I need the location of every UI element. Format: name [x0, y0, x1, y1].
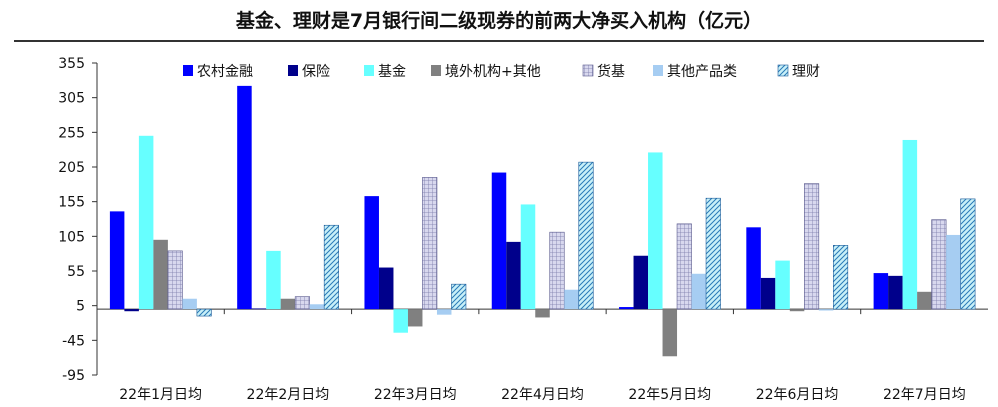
bar	[946, 234, 961, 310]
bar	[294, 296, 310, 310]
legend-label: 理财	[792, 64, 820, 80]
bar	[138, 135, 154, 310]
legend-label: 基金	[378, 63, 406, 80]
legend-label: 农村金融	[197, 64, 253, 80]
legend-label: 其他产品类	[667, 64, 737, 80]
x-tick-label: 22年2月日均	[247, 387, 330, 403]
bar	[407, 309, 423, 327]
title-underline	[14, 40, 984, 42]
x-tick-label: 22年7月日均	[883, 387, 966, 403]
x-tick-label: 22年1月日均	[119, 387, 202, 403]
bar	[436, 309, 452, 315]
bar	[323, 224, 339, 310]
bar	[124, 309, 139, 312]
bar	[251, 308, 267, 310]
bar	[506, 241, 521, 310]
x-tick-label: 22年4月日均	[501, 387, 584, 403]
bar	[888, 275, 903, 310]
axes	[96, 63, 988, 375]
bar	[960, 198, 976, 310]
bar	[549, 231, 565, 310]
bar	[167, 250, 183, 310]
chart-title: 基金、理财是7月银行间二级现券的前两大净买入机构（亿元）	[235, 10, 763, 32]
bar	[633, 255, 649, 310]
bar	[676, 223, 692, 310]
x-tick-label: 22年3月日均	[374, 387, 457, 403]
bar	[578, 161, 594, 310]
bar	[902, 139, 918, 310]
bar	[760, 277, 776, 310]
legend-swatch	[183, 65, 193, 76]
x-labels: 22年1月日均 22年2月日均 22年3月日均 22年4月日均 22年5月日均 22年6月…	[119, 387, 965, 403]
bar	[491, 172, 507, 310]
bar	[705, 197, 721, 310]
legend-swatch	[364, 65, 374, 76]
y-tick-label: 55	[67, 264, 85, 280]
y-tick-label: -45	[62, 333, 85, 349]
bar	[309, 304, 325, 310]
y-tick-label: 155	[58, 195, 85, 211]
bar	[393, 309, 408, 333]
bar	[109, 211, 125, 310]
bar	[833, 245, 849, 310]
bar	[153, 239, 168, 310]
bar	[818, 309, 834, 311]
legend-swatch	[653, 65, 663, 76]
bar	[619, 307, 634, 310]
bar	[535, 309, 550, 318]
bar	[789, 309, 805, 312]
bar	[266, 250, 281, 310]
legend-swatch	[288, 65, 298, 76]
legend-swatch	[582, 64, 594, 77]
bar	[662, 309, 678, 357]
bar	[804, 183, 820, 310]
bar	[451, 283, 467, 310]
y-tick-label: 205	[58, 160, 85, 176]
bar	[378, 267, 394, 310]
y-tick-label: 305	[58, 91, 85, 107]
bar	[280, 298, 296, 310]
y-tick-label: -95	[62, 368, 85, 384]
bar	[564, 289, 579, 310]
bar	[520, 204, 536, 310]
bar	[917, 291, 932, 310]
legend-label: 保险	[302, 64, 330, 80]
bar	[364, 196, 379, 310]
bar	[931, 219, 947, 310]
legend: 农村金融 保险 基金 境外机构+其他 货基 其他产品类 理财	[183, 63, 820, 80]
bar	[691, 273, 707, 310]
bar	[775, 260, 790, 310]
x-tick-label: 22年6月日均	[756, 387, 839, 403]
bar	[648, 152, 663, 310]
bar	[182, 298, 197, 310]
bar	[422, 177, 438, 310]
legend-swatch	[431, 65, 441, 76]
legend-label: 货基	[597, 63, 625, 80]
y-tick-label: 255	[58, 125, 85, 141]
bars-group	[109, 85, 976, 357]
y-tick-label: 105	[58, 229, 85, 245]
bar	[237, 85, 252, 310]
x-tick-label: 22年5月日均	[628, 387, 711, 403]
legend-label: 境外机构+其他	[445, 64, 541, 80]
y-tick-label: 5	[76, 299, 85, 315]
bar	[196, 308, 212, 317]
bar	[746, 227, 761, 310]
bar	[873, 273, 889, 310]
y-tick-label: 355	[58, 56, 85, 72]
legend-swatch	[777, 64, 789, 77]
